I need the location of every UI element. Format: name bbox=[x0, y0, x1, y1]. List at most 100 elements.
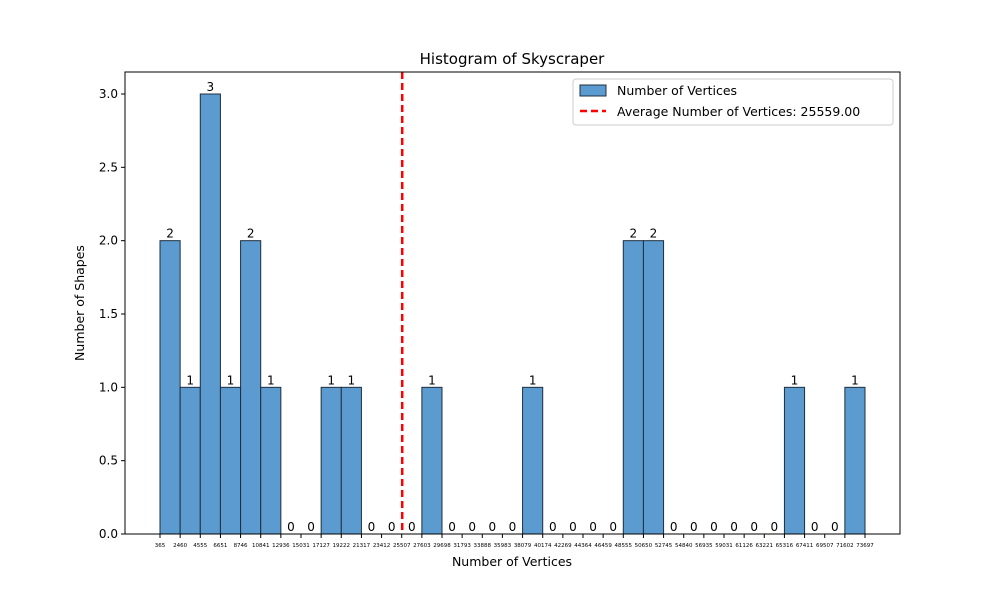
bar-count-label: 0 bbox=[388, 520, 396, 534]
bar-count-label: 0 bbox=[670, 520, 678, 534]
x-tick-label: 29698 bbox=[433, 543, 451, 549]
x-tick-label: 23412 bbox=[373, 543, 391, 549]
histogram-bar bbox=[219, 386, 242, 535]
bar-count-label: 0 bbox=[408, 520, 416, 534]
x-tick-label: 38079 bbox=[514, 543, 532, 549]
bar-count-label: 0 bbox=[589, 520, 597, 534]
x-tick-label: 67411 bbox=[796, 543, 814, 549]
histogram-bar bbox=[522, 386, 544, 535]
histogram-bar bbox=[622, 240, 644, 535]
bars-group bbox=[159, 93, 866, 535]
legend-label-bars: Number of Vertices bbox=[617, 83, 737, 98]
bar-count-label: 1 bbox=[186, 373, 194, 387]
histogram-bar bbox=[783, 386, 806, 535]
x-tick-label: 8746 bbox=[234, 543, 248, 549]
bar-count-label: 0 bbox=[750, 520, 758, 534]
y-tick-label: 2.5 bbox=[99, 160, 118, 174]
x-tick-label: 52745 bbox=[655, 543, 673, 549]
x-tick-label: 27603 bbox=[413, 543, 431, 549]
histogram-bar bbox=[844, 386, 866, 535]
x-tick-label: 21317 bbox=[353, 543, 371, 549]
x-tick-label: 54840 bbox=[675, 543, 693, 549]
y-tick-label: 1.5 bbox=[99, 307, 118, 321]
bar-count-label: 3 bbox=[207, 80, 215, 94]
x-tick-label: 35983 bbox=[494, 543, 512, 549]
histogram-bar bbox=[642, 240, 665, 535]
x-tick-label: 46459 bbox=[594, 543, 612, 549]
x-tick-label: 65316 bbox=[776, 543, 794, 549]
bar-count-label: 0 bbox=[549, 520, 557, 534]
plot-frame bbox=[124, 71, 901, 535]
x-axis-label: Number of Vertices bbox=[452, 554, 572, 569]
histogram-bar bbox=[320, 386, 342, 535]
bar-count-label: 0 bbox=[710, 520, 718, 534]
x-tick-label: 44364 bbox=[574, 543, 592, 549]
x-tick-label: 73697 bbox=[856, 543, 874, 549]
bar-count-label: 0 bbox=[609, 520, 617, 534]
bar-count-label: 0 bbox=[730, 520, 738, 534]
bar-count-label: 0 bbox=[831, 520, 839, 534]
chart-title: Histogram of Skyscraper bbox=[420, 50, 606, 68]
x-tick-label: 42269 bbox=[554, 543, 572, 549]
bar-count-label: 1 bbox=[327, 373, 335, 387]
y-tick-label: 2.0 bbox=[99, 234, 118, 248]
y-tick-label: 3.0 bbox=[99, 87, 118, 101]
bar-count-label: 0 bbox=[307, 520, 315, 534]
y-axis: 0.0 0.5 1.0 1.5 2.0 2.5 3.0 bbox=[99, 87, 125, 541]
bar-count-label: 1 bbox=[428, 373, 436, 387]
histogram-bar bbox=[179, 386, 201, 535]
x-tick-label: 50650 bbox=[635, 543, 653, 549]
x-tick-label: 33888 bbox=[474, 543, 492, 549]
x-tick-label: 2460 bbox=[173, 543, 187, 549]
legend-label-average: Average Number of Vertices: 25559.00 bbox=[617, 104, 860, 119]
x-axis: 365 2460 4555 6651 8746 10841 12936 15031 17127 1… bbox=[155, 534, 874, 549]
bar-count-label: 1 bbox=[851, 373, 859, 387]
bar-count-label: 1 bbox=[348, 373, 356, 387]
y-axis-label: Number of Shapes bbox=[72, 245, 87, 361]
bar-count-label: 0 bbox=[771, 520, 779, 534]
x-tick-label: 59031 bbox=[715, 543, 733, 549]
x-tick-label: 71602 bbox=[836, 543, 854, 549]
x-tick-label: 31793 bbox=[453, 543, 471, 549]
bar-count-label: 0 bbox=[489, 520, 497, 534]
histogram-bar bbox=[199, 93, 221, 535]
x-tick-label: 19222 bbox=[333, 543, 351, 549]
y-tick-label: 0.0 bbox=[99, 527, 118, 541]
y-tick-label: 0.5 bbox=[99, 454, 118, 468]
bar-count-label: 1 bbox=[227, 373, 235, 387]
x-tick-label: 63221 bbox=[756, 543, 774, 549]
bar-count-label: 1 bbox=[267, 373, 275, 387]
x-tick-label: 4555 bbox=[193, 543, 207, 549]
bar-count-label: 0 bbox=[690, 520, 698, 534]
histogram-bar bbox=[240, 240, 262, 535]
x-tick-label: 365 bbox=[155, 543, 166, 549]
x-tick-label: 48555 bbox=[615, 543, 633, 549]
histogram-bar bbox=[340, 386, 362, 535]
x-tick-label: 12936 bbox=[272, 543, 290, 549]
bar-count-label: 0 bbox=[368, 520, 376, 534]
histogram-bar bbox=[260, 386, 282, 535]
bar-count-label: 1 bbox=[791, 373, 799, 387]
bar-count-label: 0 bbox=[509, 520, 517, 534]
x-tick-label: 56935 bbox=[695, 543, 713, 549]
bar-count-label: 0 bbox=[811, 520, 819, 534]
legend: Number of Vertices Average Number of Ver… bbox=[572, 78, 894, 126]
bar-count-label: 0 bbox=[448, 520, 456, 534]
legend-box bbox=[572, 78, 894, 126]
bar-count-label: 2 bbox=[630, 227, 638, 241]
legend-swatch-bars bbox=[579, 84, 607, 97]
x-tick-label: 17127 bbox=[312, 543, 330, 549]
bar-count-label: 2 bbox=[166, 227, 174, 241]
bar-count-label: 1 bbox=[529, 373, 537, 387]
x-tick-label: 69507 bbox=[816, 543, 834, 549]
x-tick-label: 40174 bbox=[534, 543, 552, 549]
bar-count-label: 0 bbox=[569, 520, 577, 534]
bar-count-label: 2 bbox=[247, 227, 255, 241]
x-tick-label: 6651 bbox=[213, 543, 227, 549]
histogram-bar bbox=[421, 386, 443, 535]
x-tick-label: 25507 bbox=[393, 543, 411, 549]
bar-count-label: 0 bbox=[287, 520, 295, 534]
y-tick-label: 1.0 bbox=[99, 380, 118, 394]
